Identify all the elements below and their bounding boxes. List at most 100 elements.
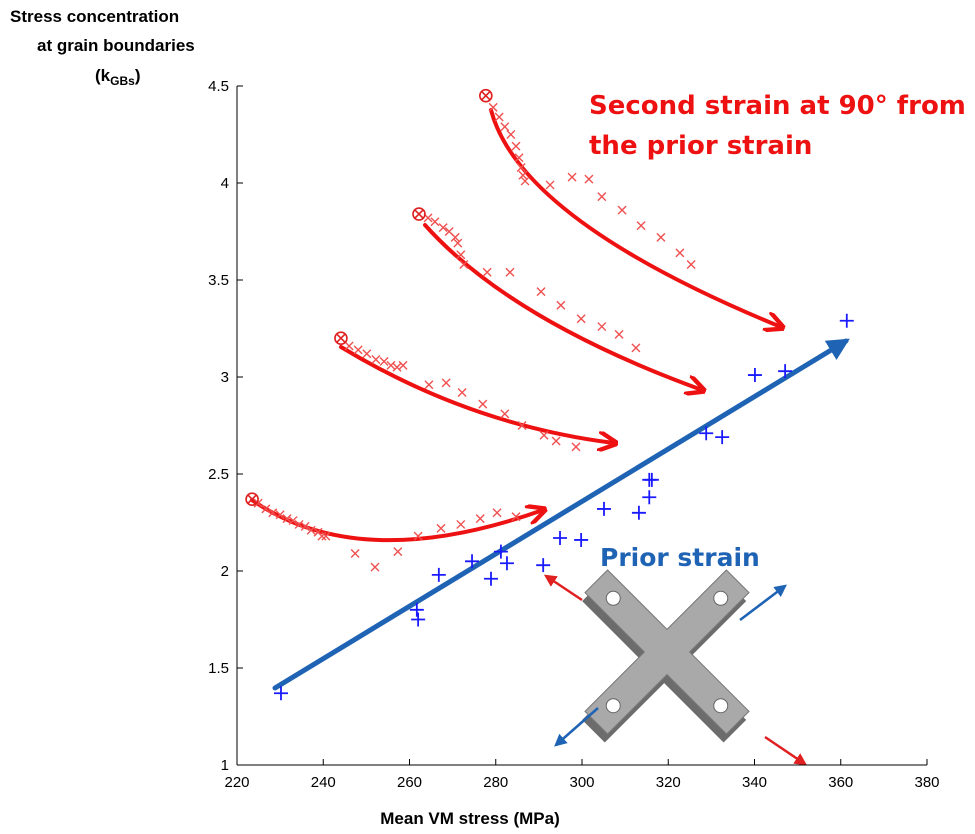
annotation: the prior strain [589, 131, 812, 161]
cross-point [517, 421, 527, 430]
x-tick-label: 380 [914, 774, 939, 791]
red-arrow [423, 223, 702, 390]
cross-point [494, 112, 504, 122]
cross-point [353, 345, 363, 355]
cross-point [597, 192, 607, 202]
cross-point [459, 259, 469, 269]
y-tick-label: 2 [221, 563, 229, 580]
cross-point [441, 378, 451, 388]
cross-point [539, 430, 549, 440]
cross-point [370, 562, 380, 572]
circle-point [334, 331, 348, 345]
cross-point [567, 172, 577, 182]
cross-point [686, 259, 696, 269]
cross-point [362, 349, 372, 359]
cross-point [514, 153, 524, 163]
plus-point [839, 313, 854, 328]
cross-point [675, 248, 685, 258]
cross-point [398, 360, 408, 370]
y-tick-label: 2.5 [208, 466, 229, 483]
plus-point [273, 686, 288, 701]
cross-point [275, 510, 285, 520]
plus-point [484, 571, 499, 586]
symbol-end: ) [135, 66, 141, 85]
cross-point [614, 329, 624, 339]
plus-point [699, 426, 714, 441]
cross-point [518, 170, 528, 180]
cross-point [631, 343, 641, 353]
x-tick-label: 320 [656, 774, 681, 791]
plus-point [553, 531, 568, 546]
symbol-sub: GBs [110, 74, 135, 88]
red-arrow [489, 108, 781, 327]
cross-point [413, 531, 423, 541]
cross-point [536, 287, 546, 297]
y-tick-label: 1 [221, 757, 229, 774]
cross-point [450, 232, 460, 242]
axes: 220 240 260 280 300 320 340 360 380 1 1.5 2 2.5 3 3.5 4… [208, 78, 939, 791]
cross-point [456, 519, 466, 529]
cross-point [482, 267, 492, 277]
cross-point [506, 130, 516, 139]
plus-point [409, 602, 424, 617]
x-tick-label: 340 [742, 774, 767, 791]
red-arrow [250, 498, 543, 543]
y-axis-label: at grain boundaries [37, 36, 195, 55]
x-tick-label: 260 [397, 774, 422, 791]
cross-point [453, 238, 463, 248]
cross-point [457, 388, 467, 398]
y-axis-label: Stress concentration [10, 7, 179, 26]
cross-point [505, 267, 515, 277]
blue-arrow [272, 338, 850, 691]
annotation: Prior strain [600, 543, 760, 572]
plus-point [431, 567, 446, 582]
cross-point [500, 122, 510, 132]
cross-point [282, 514, 292, 524]
circle-point [479, 88, 493, 103]
cross-point [475, 514, 485, 524]
y-axis-symbol: (kGBs) [95, 66, 140, 88]
plus-point [493, 544, 508, 559]
cross-point [424, 380, 434, 390]
plus-point [596, 501, 611, 516]
cross-point [571, 442, 581, 452]
axis-labels: Stress concentration at grain boundaries… [10, 7, 966, 828]
cross-point [500, 409, 510, 419]
plus-point [411, 612, 426, 627]
cross-point [386, 360, 396, 370]
cross-point [492, 508, 502, 518]
y-tick-label: 4 [221, 175, 229, 192]
cross-point [306, 525, 316, 535]
cross-point [344, 341, 354, 351]
cross-point [321, 531, 331, 541]
cross-point [576, 314, 586, 324]
x-tick-label: 220 [224, 774, 249, 791]
cross-point [288, 516, 298, 526]
cross-point [393, 547, 403, 557]
y-tick-label: 3.5 [208, 272, 229, 289]
y-tick-label: 4.5 [208, 78, 229, 95]
plus-point [465, 554, 480, 569]
cross-point [317, 531, 327, 541]
cross-point [511, 141, 521, 151]
x-tick-label: 360 [828, 774, 853, 791]
circle-point [245, 492, 259, 507]
cross-point [438, 223, 448, 233]
plus-point [644, 472, 659, 487]
plus-point [631, 505, 646, 520]
cross-point [516, 162, 526, 172]
red-arrow [339, 345, 614, 443]
cross-point [478, 399, 488, 409]
plus-point [747, 368, 762, 383]
cross-point [392, 362, 402, 372]
x-tick-label: 240 [311, 774, 336, 791]
circle-point [412, 207, 426, 221]
cross-point [379, 356, 389, 366]
cross-point [656, 232, 666, 242]
plus-point [574, 532, 589, 547]
cross-point [556, 300, 566, 310]
cross-point [371, 355, 381, 365]
cross-point [430, 217, 440, 227]
cross-point [488, 102, 498, 112]
